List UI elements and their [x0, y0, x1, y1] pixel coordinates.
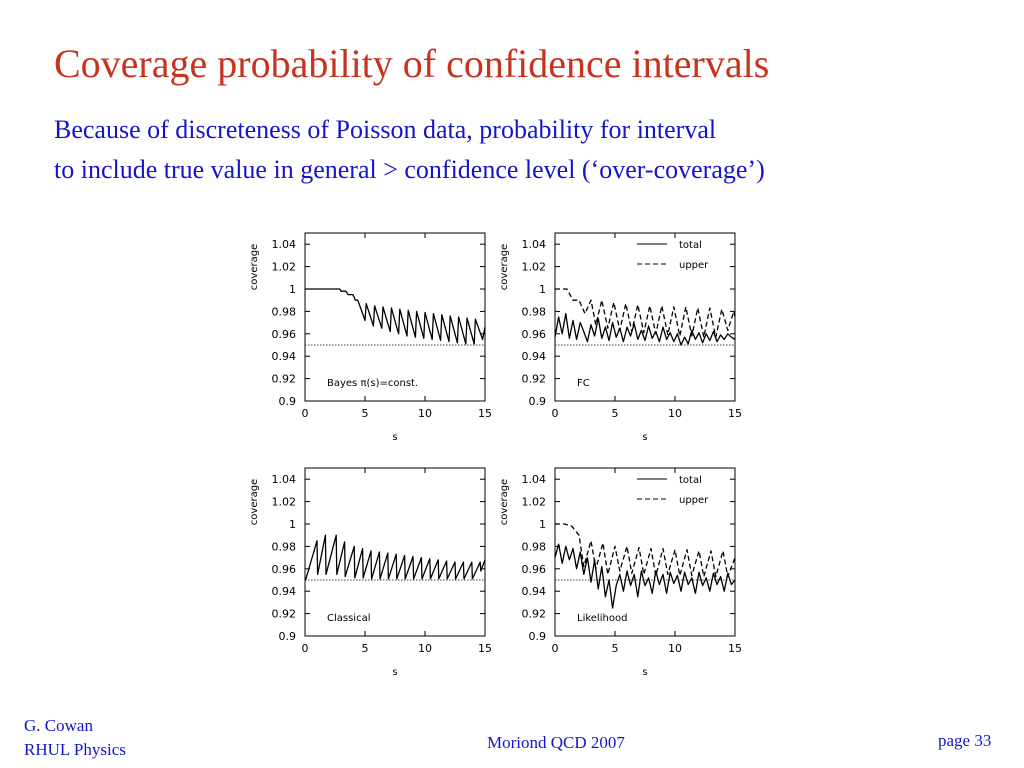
y-tick-label: 0.94: [272, 585, 297, 598]
plot-classical: 0 5 10 15 0.9 0.92 0.94 0.96 0.98 1 1.02 1.04 s cover…: [242, 460, 492, 685]
subtitle-line-1: Because of discreteness of Poisson data,…: [54, 115, 717, 144]
y-tick-label: 0.9: [279, 630, 297, 643]
plot-likelihood: 0 5 10 15 0.9 0.92 0.94 0.96 0.98 1 1.02 1.04 s cover…: [492, 460, 742, 685]
legend-label-upper: upper: [679, 495, 709, 506]
y-tick-label: 0.96: [272, 328, 297, 341]
y-tick-label: 0.9: [529, 395, 547, 408]
series-line-total: [554, 543, 736, 609]
plot-frame: [554, 467, 736, 637]
footer-page-number: page 33: [938, 731, 992, 750]
legend-label-upper: upper: [679, 260, 709, 271]
x-tick-label: 10: [668, 642, 682, 655]
x-tick-label: 0: [552, 642, 559, 655]
x-axis-label: s: [392, 432, 397, 443]
y-axis-label: coverage: [249, 244, 260, 290]
y-tick-label: 1.02: [272, 496, 297, 509]
chart-svg: 0 5 10 15 0.9 0.92 0.94 0.96 0.98 1 1.02 1.04 s cover…: [249, 467, 492, 678]
y-tick-label: 0.92: [272, 608, 297, 621]
y-tick-label: 0.96: [522, 563, 547, 576]
series-line-coverage: [304, 534, 486, 581]
x-tick-label: 15: [478, 642, 492, 655]
plot-annotation: Bayes π(s)=const.: [327, 378, 418, 389]
y-tick-label: 0.92: [522, 608, 547, 621]
y-tick-label: 0.98: [522, 305, 547, 318]
y-tick-label: 1: [289, 518, 296, 531]
y-tick-label: 0.96: [272, 563, 297, 576]
plot-annotation: Likelihood: [577, 613, 627, 624]
x-tick-label: 15: [728, 642, 742, 655]
y-tick-label: 1.02: [522, 261, 547, 274]
y-tick-label: 0.98: [272, 305, 297, 318]
x-tick-label: 0: [302, 642, 309, 655]
y-tick-label: 1.04: [522, 238, 547, 251]
plot-frame: [304, 232, 486, 402]
y-tick-label: 1: [539, 283, 546, 296]
x-tick-label: 0: [552, 407, 559, 420]
x-tick-label: 15: [478, 407, 492, 420]
y-tick-label: 1: [289, 283, 296, 296]
y-tick-label: 0.94: [522, 350, 547, 363]
y-tick-label: 0.92: [272, 373, 297, 386]
y-axis-label: coverage: [499, 479, 510, 525]
y-tick-label: 0.9: [279, 395, 297, 408]
series-line-coverage: [305, 288, 486, 345]
x-tick-label: 10: [668, 407, 682, 420]
chart-svg: 0 5 10 15 0.9 0.92 0.94 0.96 0.98 1 1.02 1.04 s cover…: [499, 232, 742, 443]
x-axis-label: s: [642, 432, 647, 443]
x-tick-label: 10: [418, 407, 432, 420]
x-axis-label: s: [392, 667, 397, 678]
plot-frame: [554, 232, 736, 402]
footer-department: RHUL Physics: [24, 740, 126, 759]
footer-author: G. Cowan: [24, 716, 93, 735]
x-tick-label: 0: [302, 407, 309, 420]
plot-bayes: 0 5 10 15 0.9 0.92 0.94 0.96 0.98 1 1.02 1.04 s cover…: [242, 225, 492, 450]
plot-frame: [304, 467, 486, 637]
series-line-upper: [555, 523, 736, 578]
legend-label-total: total: [679, 240, 702, 251]
plot-annotation: FC: [577, 378, 590, 389]
x-tick-label: 5: [362, 407, 369, 420]
y-tick-label: 0.98: [272, 540, 297, 553]
x-tick-label: 5: [362, 642, 369, 655]
y-tick-label: 1.04: [272, 473, 297, 486]
x-tick-label: 10: [418, 642, 432, 655]
chart-svg: 0 5 10 15 0.9 0.92 0.94 0.96 0.98 1 1.02 1.04 s cover…: [499, 467, 742, 678]
y-tick-label: 0.94: [522, 585, 547, 598]
y-tick-label: 0.9: [529, 630, 547, 643]
plot-fc: 0 5 10 15 0.9 0.92 0.94 0.96 0.98 1 1.02 1.04 s cover…: [492, 225, 742, 450]
series-line-total: [554, 312, 736, 346]
chart-svg: 0 5 10 15 0.9 0.92 0.94 0.96 0.98 1 1.02 1.04 s cover…: [249, 232, 492, 443]
series-line-upper: [555, 288, 736, 338]
y-axis-label: coverage: [249, 479, 260, 525]
footer-conference: Moriond QCD 2007: [487, 733, 625, 752]
x-axis-label: s: [642, 667, 647, 678]
y-axis-label: coverage: [499, 244, 510, 290]
y-tick-label: 0.94: [272, 350, 297, 363]
legend-label-total: total: [679, 475, 702, 486]
y-tick-label: 0.92: [522, 373, 547, 386]
y-tick-label: 1: [539, 518, 546, 531]
x-tick-label: 15: [728, 407, 742, 420]
x-tick-label: 5: [612, 407, 619, 420]
subtitle-line-2: to include true value in general > confi…: [54, 155, 765, 184]
x-tick-label: 5: [612, 642, 619, 655]
plot-annotation: Classical: [327, 613, 371, 624]
y-tick-label: 0.98: [522, 540, 547, 553]
slide-title: Coverage probability of confidence inter…: [54, 41, 770, 86]
y-tick-label: 0.96: [522, 328, 547, 341]
y-tick-label: 1.04: [272, 238, 297, 251]
y-tick-label: 1.02: [272, 261, 297, 274]
y-tick-label: 1.02: [522, 496, 547, 509]
y-tick-label: 1.04: [522, 473, 547, 486]
